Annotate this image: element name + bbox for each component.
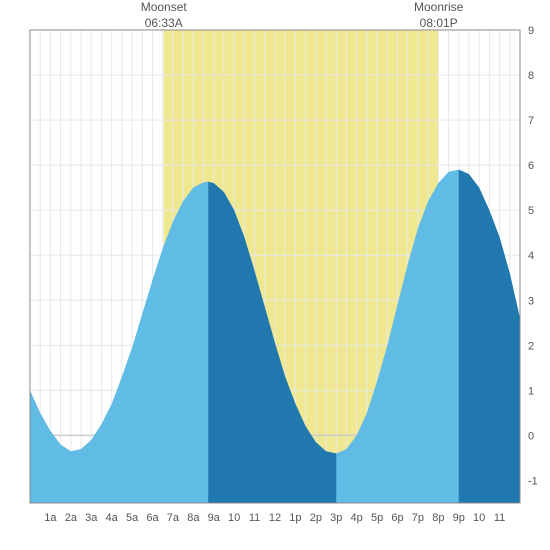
svg-text:5a: 5a [126,512,139,524]
svg-text:2: 2 [528,340,534,352]
moonrise-annotation: Moonrise 08:01P [409,0,469,31]
svg-text:10: 10 [228,512,240,524]
svg-text:12: 12 [269,512,281,524]
svg-text:0: 0 [528,430,534,442]
svg-text:11: 11 [494,512,505,524]
chart-svg: -101234567891a2a3a4a5a6a7a8a9a1011121p2p… [0,0,550,550]
svg-text:3p: 3p [330,512,342,524]
svg-text:5: 5 [528,205,534,217]
svg-text:1p: 1p [289,512,301,524]
svg-text:1a: 1a [44,512,57,524]
moonset-annotation: Moonset 06:33A [134,0,194,31]
moonrise-title: Moonrise [409,0,469,16]
svg-text:8p: 8p [432,512,444,524]
svg-text:-1: -1 [528,475,538,487]
svg-text:2a: 2a [65,512,78,524]
svg-text:9: 9 [528,25,534,37]
moonset-time: 06:33A [134,16,194,32]
svg-text:10: 10 [473,512,485,524]
svg-text:7a: 7a [167,512,180,524]
svg-text:8a: 8a [187,512,200,524]
moonset-title: Moonset [134,0,194,16]
svg-text:9a: 9a [208,512,221,524]
svg-text:7p: 7p [412,512,424,524]
svg-text:3a: 3a [85,512,98,524]
svg-text:2p: 2p [310,512,322,524]
moonrise-time: 08:01P [409,16,469,32]
svg-text:9p: 9p [453,512,465,524]
svg-text:6p: 6p [391,512,403,524]
svg-text:3: 3 [528,295,534,307]
svg-text:7: 7 [528,115,534,127]
svg-text:8: 8 [528,70,534,82]
svg-text:6: 6 [528,160,534,172]
svg-text:11: 11 [249,512,260,524]
tide-chart: -101234567891a2a3a4a5a6a7a8a9a1011121p2p… [0,0,550,550]
svg-text:4: 4 [528,250,534,262]
svg-text:1: 1 [528,385,534,397]
svg-text:4p: 4p [351,512,363,524]
svg-text:5p: 5p [371,512,383,524]
svg-text:6a: 6a [146,512,159,524]
svg-text:4a: 4a [106,512,119,524]
